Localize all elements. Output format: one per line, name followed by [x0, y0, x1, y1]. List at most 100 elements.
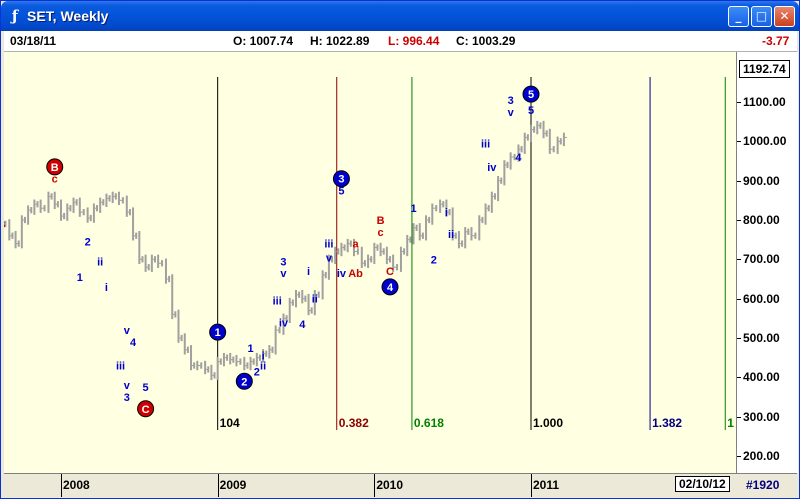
price-tick — [737, 180, 741, 182]
window-title: SET, Weekly — [27, 8, 109, 24]
date-axis[interactable]: 02/10/12 #1920 2008 2009 2010 2011 — [4, 473, 797, 498]
wave-label: c — [52, 174, 58, 186]
price-axis-label: 900.00 — [743, 173, 780, 188]
wave-label: C — [142, 404, 150, 416]
date-axis-label: 2008 — [63, 478, 90, 492]
wave-label: i — [262, 351, 265, 363]
date-tick — [217, 474, 219, 497]
wave-label: iv — [279, 317, 289, 329]
wave-label: 2 — [85, 237, 91, 249]
app-icon: ƒ — [11, 7, 19, 25]
wave-label: iii — [116, 361, 125, 373]
price-axis-label: 500.00 — [743, 331, 780, 345]
wave-label: ii — [312, 294, 318, 306]
wave-marker — [137, 400, 155, 418]
fib-label: 1.382 — [652, 416, 682, 430]
wave-label: 5 — [528, 105, 534, 117]
wave-marker — [522, 85, 540, 103]
price-tick — [737, 338, 741, 339]
price-tick — [737, 259, 741, 261]
fib-label: 0.382 — [339, 416, 369, 430]
price-tick — [737, 102, 741, 103]
price-tick — [737, 377, 741, 379]
wave-label: iv — [487, 162, 497, 174]
minimize-button[interactable]: _ — [728, 6, 749, 27]
bar-date: 03/18/11 — [10, 34, 57, 48]
price-tick — [737, 456, 741, 457]
low-value: L: 996.44 — [388, 34, 440, 48]
wave-label: i — [445, 207, 448, 219]
wave-label: 5 — [528, 89, 534, 101]
open-value: O: 1007.74 — [233, 34, 294, 48]
fib-label: 1.000 — [533, 416, 563, 430]
chart-number: #1920 — [746, 478, 780, 492]
price-axis-label: 300.00 — [743, 409, 780, 424]
wave-label: 4 — [130, 337, 137, 349]
wave-label: 1 — [248, 343, 254, 355]
wave-label: i — [105, 282, 108, 294]
high-value: H: 1022.89 — [310, 34, 370, 48]
price-axis-label: 1000.00 — [743, 134, 787, 149]
wave-marker — [332, 170, 350, 188]
wave-label: 5 — [338, 186, 344, 198]
price-chart[interactable]: 1040.3820.6181.0001.3821C5viii3ivv4ii35A… — [4, 52, 797, 473]
wave-label: 5 — [143, 382, 149, 394]
fib-label: 1 — [727, 416, 734, 430]
date-axis-label: 2011 — [533, 478, 560, 492]
change-value: -3.77 — [762, 34, 790, 48]
wave-label: 1 — [215, 327, 221, 339]
price-axis[interactable]: 1192.74 1100.00 1000.00 900.00 800.00 700.00… — [736, 52, 798, 473]
price-tick — [737, 220, 741, 221]
wave-label: ii — [448, 229, 454, 241]
wave-label: 4 — [515, 152, 522, 164]
wave-label: v — [124, 325, 131, 337]
wave-label: 1 — [77, 272, 83, 284]
date-axis-label: 2009 — [219, 478, 247, 492]
price-axis-label: 800.00 — [743, 213, 780, 227]
price-tick — [737, 298, 741, 300]
wave-label: v — [508, 107, 515, 119]
wave-label: iii — [481, 138, 490, 150]
wave-label: v — [124, 380, 131, 392]
wave-label: B — [51, 162, 59, 174]
wave-label: 4 — [299, 319, 306, 331]
current-price-label: 1192.74 — [739, 60, 790, 78]
date-tick — [374, 474, 376, 497]
close-value: C: 1003.29 — [456, 34, 516, 48]
price-axis-label: 400.00 — [743, 370, 780, 385]
date-tick — [61, 474, 62, 497]
wave-label: v — [280, 268, 287, 280]
wave-label: c — [378, 227, 384, 239]
wave-label: C — [386, 266, 394, 278]
wave-label: Ab — [348, 268, 363, 280]
wave-label: iv — [337, 268, 347, 280]
date-axis-label: 2010 — [376, 478, 404, 492]
close-button[interactable]: ✕ — [774, 6, 795, 27]
wave-marker — [46, 158, 64, 176]
wave-label: v — [326, 252, 333, 264]
wave-label: 2 — [241, 376, 247, 388]
price-tick — [737, 416, 741, 418]
wave-label: 3 — [338, 174, 344, 186]
wave-label: 2 — [254, 366, 260, 378]
price-axis-label: 600.00 — [743, 291, 780, 306]
wave-label: 3 — [280, 256, 286, 268]
wave-label: ii — [260, 361, 266, 373]
wave-label: iii — [273, 296, 282, 308]
wave-label: 1 — [410, 203, 416, 215]
wave-label: ii — [97, 256, 103, 268]
title-bar[interactable]: ƒ SET, Weekly _ □ ✕ — [1, 1, 799, 31]
wave-marker — [381, 278, 399, 296]
price-axis-label: 200.00 — [743, 449, 780, 463]
wave-marker — [209, 323, 227, 341]
wave-label: 2 — [431, 254, 437, 266]
wave-label: iii — [324, 239, 333, 251]
price-tick — [737, 141, 741, 143]
wave-label: 4 — [387, 282, 394, 294]
maximize-button[interactable]: □ — [751, 6, 772, 27]
wave-label: i — [307, 266, 310, 278]
date-tick — [531, 474, 532, 497]
chart-canvas: 1040.3820.6181.0001.3821C5viii3ivv4ii35A… — [4, 77, 734, 430]
wave-marker — [235, 372, 253, 390]
